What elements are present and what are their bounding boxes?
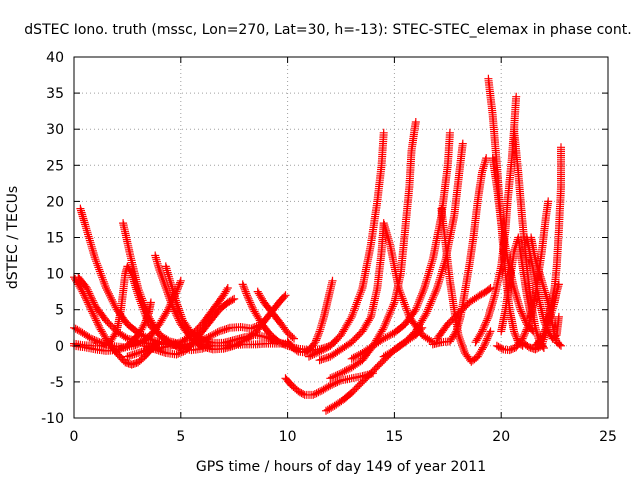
y-tick-label: 35 (46, 86, 64, 102)
data-markers-arc-26 (433, 284, 495, 343)
y-tick-label: 10 (46, 267, 64, 283)
data-markers-arc-32 (492, 197, 553, 355)
data-markers-arc-16 (283, 276, 337, 357)
series-arc-10 (161, 262, 281, 347)
y-tick-label: -10 (41, 411, 64, 427)
x-tick-label: 10 (279, 429, 297, 445)
data-markers-arc-14 (253, 287, 298, 343)
x-tick-label: 0 (70, 429, 79, 445)
data-markers-arc-24 (428, 154, 491, 349)
series-arc-17 (281, 369, 377, 399)
data-markers-arc-17 (281, 369, 377, 399)
data-markers-arc-36 (531, 280, 563, 350)
series-arc-24 (428, 154, 491, 349)
series-arc-29 (488, 154, 538, 336)
data-markers-arc-20 (305, 128, 388, 361)
series-arc-22 (347, 128, 454, 363)
y-axis-title: dSTEC / TECUs (5, 186, 21, 289)
data-markers-arc-29 (488, 154, 538, 336)
y-tick-label: 25 (46, 158, 64, 174)
y-tick-label: 0 (55, 339, 64, 355)
series-arc-15 (198, 339, 292, 350)
y-tick-label: 40 (46, 50, 64, 66)
y-tick-label: 15 (46, 231, 64, 247)
series-arc-26 (433, 284, 495, 343)
x-tick-label: 25 (599, 429, 617, 445)
y-tick-label: 20 (46, 194, 64, 210)
y-tick-label: 30 (46, 122, 64, 138)
series-arc-20 (305, 128, 388, 361)
y-tick-label: -5 (50, 375, 64, 391)
data-markers-arc-31 (497, 233, 536, 336)
data-series-layer (70, 74, 565, 415)
series-arc-11 (140, 294, 239, 359)
data-markers-arc-22 (347, 128, 454, 363)
axis-ticks: 0 5 10 15 20 25 -10 -5 0 5 10 15 20 25 30 35 40 (41, 50, 617, 445)
x-tick-label: 5 (176, 429, 185, 445)
x-tick-label: 20 (492, 429, 510, 445)
data-markers-arc-15 (198, 339, 292, 350)
series-arc-16 (283, 276, 337, 357)
chart-title: dSTEC Iono. truth (mssc, Lon=270, Lat=30… (24, 22, 631, 38)
x-axis-title: GPS time / hours of day 149 of year 2011 (196, 459, 486, 475)
data-markers-arc-12 (172, 291, 290, 350)
series-arc-31 (497, 233, 536, 336)
series-arc-36 (531, 280, 563, 350)
data-markers-arc-10 (161, 262, 281, 347)
series-arc-12 (172, 291, 290, 350)
series-arc-14 (253, 287, 298, 343)
series-arc-32 (492, 197, 553, 355)
y-tick-label: 5 (55, 303, 64, 319)
x-tick-label: 15 (385, 429, 403, 445)
data-markers-arc-11 (140, 294, 239, 359)
